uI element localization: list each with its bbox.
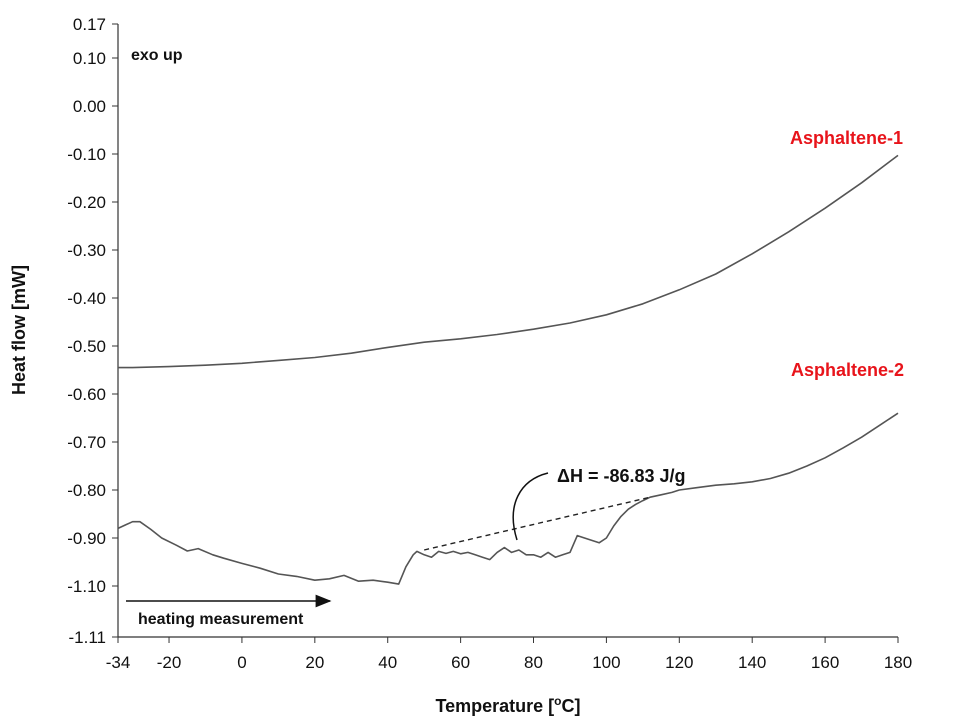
y-tick-label: -0.10: [67, 145, 106, 164]
series-line-asphaltene-2: [117, 412, 899, 585]
y-tick-label: -0.20: [67, 193, 106, 212]
x-tick-label: 120: [665, 653, 693, 672]
y-tick-label: -0.30: [67, 241, 106, 260]
y-tick-label: -1.10: [67, 577, 106, 596]
exo-up-label: exo up: [131, 47, 183, 64]
y-tick-label: -0.40: [67, 289, 106, 308]
x-tick-label: 160: [811, 653, 839, 672]
y-tick-label: -0.70: [67, 433, 106, 452]
x-tick-label: -20: [157, 653, 182, 672]
delta-h-label: ΔH = -86.83 J/g: [557, 466, 686, 486]
series-label-asphaltene-1: Asphaltene-1: [790, 128, 903, 148]
x-tick-label: 20: [305, 653, 324, 672]
y-axis-ticks: 0.17 0.10 0.00 -0.10 -0.20 -0.30 -0.40 -0.50 -0.…: [67, 15, 118, 647]
x-tick-label: -34: [106, 653, 131, 672]
series-line-asphaltene-1: [118, 154, 899, 369]
x-tick-label: 180: [884, 653, 912, 672]
y-tick-label: -0.60: [67, 385, 106, 404]
x-axis-title-superscript: o: [554, 694, 561, 708]
x-axis-title: Temperature [oC]: [435, 694, 580, 716]
x-tick-label: 100: [592, 653, 620, 672]
x-tick-label: 0: [237, 653, 246, 672]
y-tick-label: 0.17: [73, 15, 106, 34]
y-tick-label: -1.11: [69, 628, 107, 647]
heating-measurement-label: heating measurement: [138, 611, 304, 628]
y-axis-title: Heat flow [mW]: [9, 265, 29, 395]
series-label-asphaltene-2: Asphaltene-2: [791, 360, 904, 380]
y-tick-label: -0.90: [67, 529, 106, 548]
y-tick-label: -0.50: [67, 337, 106, 356]
x-tick-label: 40: [378, 653, 397, 672]
integration-baseline: [424, 496, 651, 551]
x-tick-label: 60: [451, 653, 470, 672]
x-tick-label: 80: [524, 653, 543, 672]
x-tick-label: 140: [738, 653, 766, 672]
y-tick-label: -0.80: [67, 481, 106, 500]
series-layer: [117, 154, 899, 585]
x-axis-ticks: -34 -20 0 20 40 60 80 100 120 140 160 180: [106, 637, 912, 672]
y-tick-label: 0.10: [73, 49, 106, 68]
y-tick-label: 0.00: [73, 97, 106, 116]
delta-h-callout-curve: [512, 472, 549, 541]
